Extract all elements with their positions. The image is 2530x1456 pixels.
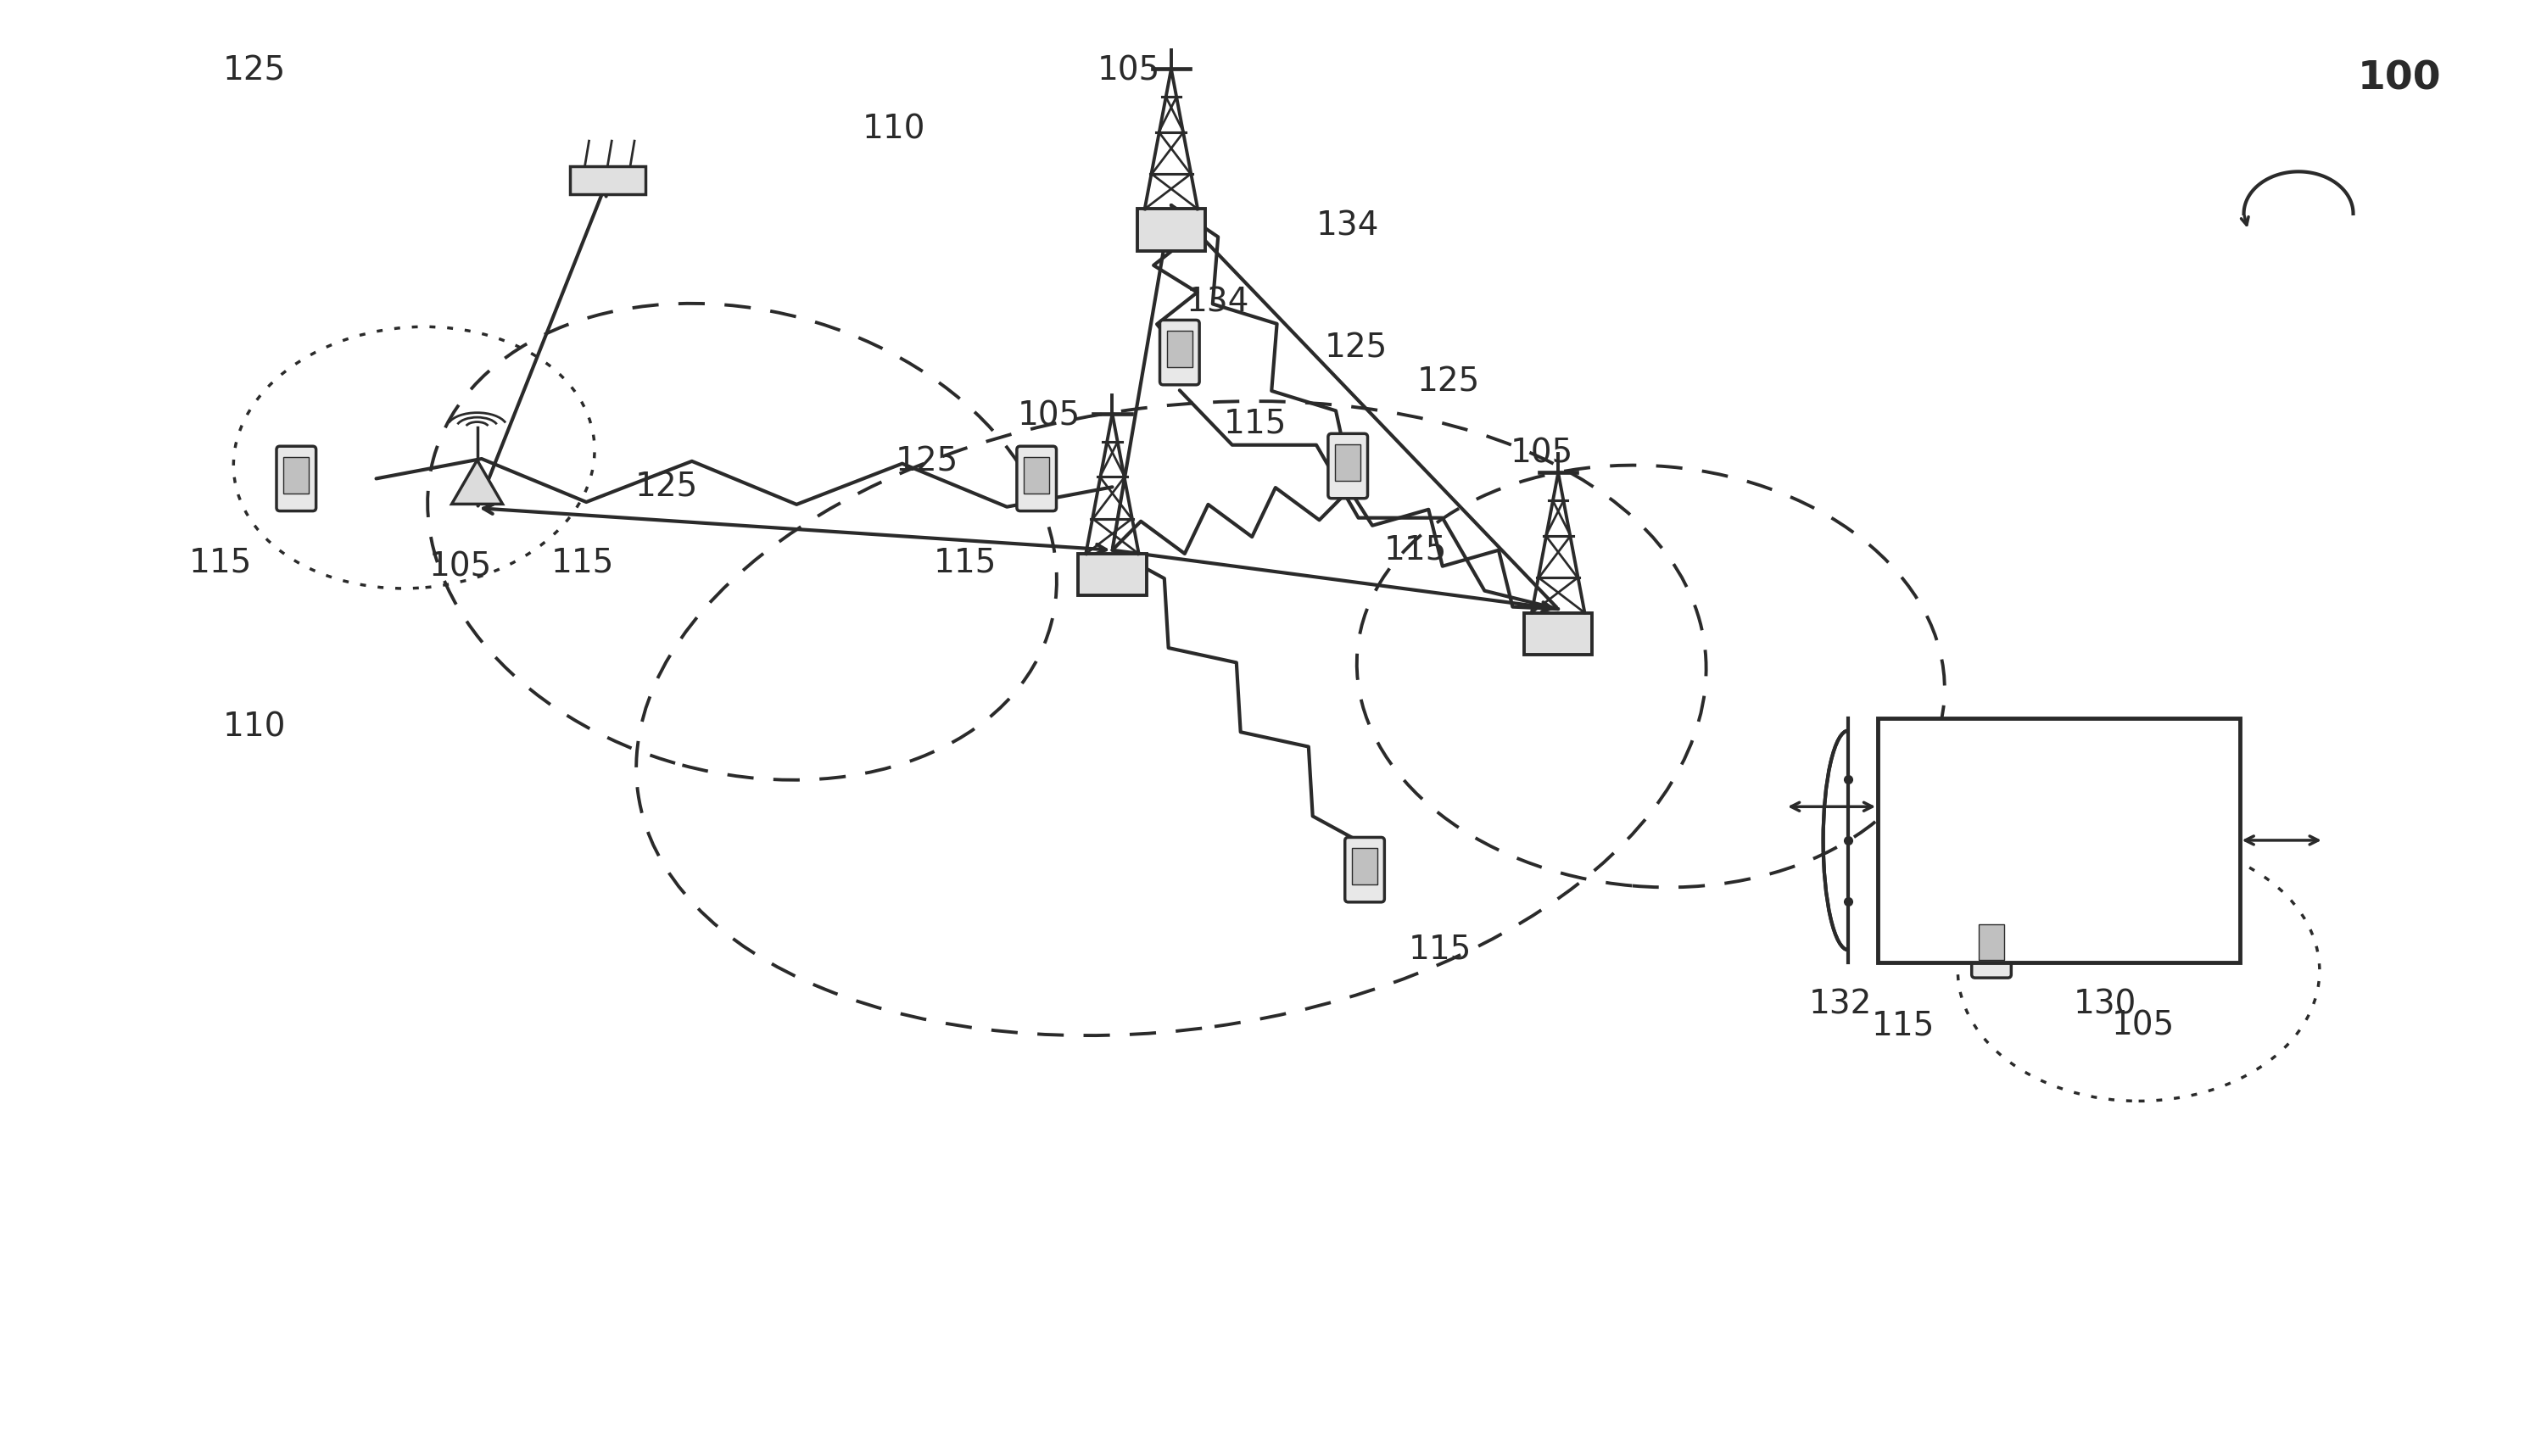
FancyBboxPatch shape	[1971, 913, 2011, 978]
Text: 115: 115	[1225, 408, 1288, 440]
Text: 115: 115	[190, 546, 253, 579]
Text: 134: 134	[1187, 285, 1250, 317]
Text: 100: 100	[2358, 60, 2441, 98]
Text: 132: 132	[1809, 989, 1872, 1021]
Bar	[1523, 613, 1591, 654]
FancyBboxPatch shape	[1346, 837, 1384, 903]
FancyBboxPatch shape	[1017, 446, 1058, 511]
Polygon shape	[2135, 919, 2186, 962]
Polygon shape	[453, 460, 503, 504]
Text: 125: 125	[223, 54, 286, 87]
Text: 115: 115	[1872, 1009, 1935, 1041]
Bar	[569, 166, 645, 194]
FancyBboxPatch shape	[276, 446, 316, 511]
Bar	[1136, 210, 1204, 250]
Text: 115: 115	[934, 546, 997, 579]
Bar	[1978, 925, 2004, 960]
Text: 125: 125	[1417, 365, 1480, 397]
Text: 115: 115	[552, 546, 615, 579]
Text: 105: 105	[2113, 1009, 2173, 1041]
Text: 105: 105	[1017, 399, 1080, 431]
Text: 115: 115	[1384, 534, 1447, 566]
Text: 130: 130	[2075, 989, 2135, 1021]
Bar	[1877, 718, 2239, 962]
FancyBboxPatch shape	[1328, 434, 1369, 498]
Text: 125: 125	[1326, 332, 1389, 364]
Text: 125: 125	[635, 470, 698, 504]
Text: 125: 125	[896, 446, 959, 478]
Text: 110: 110	[1930, 786, 1994, 818]
Text: 115: 115	[1409, 933, 1472, 965]
Bar	[1078, 553, 1146, 596]
Text: 110: 110	[223, 711, 286, 743]
Bar	[1166, 331, 1192, 367]
Text: 105: 105	[1098, 54, 1161, 87]
Text: 134: 134	[1316, 210, 1379, 242]
Bar	[1336, 444, 1361, 480]
FancyBboxPatch shape	[1159, 320, 1199, 384]
Text: 105: 105	[428, 550, 491, 582]
Bar	[1025, 457, 1050, 494]
Bar	[1351, 849, 1376, 884]
Text: 110: 110	[863, 114, 926, 146]
Bar	[283, 457, 309, 494]
Text: 105: 105	[1510, 437, 1574, 469]
Text: Core
Network: Core Network	[1981, 796, 2138, 884]
